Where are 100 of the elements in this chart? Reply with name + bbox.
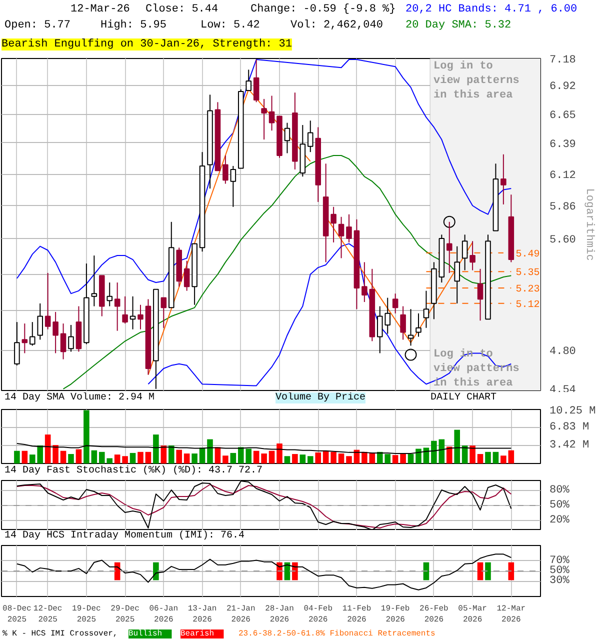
candlestick	[130, 296, 136, 330]
y-tick-label: 6.12	[550, 170, 576, 182]
x-tick-label: 29-Dec 2025	[110, 604, 140, 624]
text: Open: 5.77	[4, 20, 71, 32]
bar	[60, 450, 66, 464]
text: Bullish	[128, 630, 162, 638]
candlestick	[284, 122, 290, 154]
bar	[338, 453, 344, 464]
candlestick	[60, 323, 66, 360]
series-label: 5.35	[516, 268, 540, 280]
text: 20,2 HC Bands: 4.71 , 6.00	[406, 4, 578, 16]
candlestick	[500, 154, 506, 205]
bar	[284, 456, 290, 464]
series-label: 5.12	[516, 300, 540, 311]
bar	[307, 456, 314, 464]
line-series	[16, 554, 512, 590]
y-tick-label: 7.18	[550, 54, 576, 66]
candlestick	[22, 323, 28, 354]
bar	[446, 446, 452, 464]
y-tick-label: 4.80	[550, 346, 576, 358]
candlestick	[462, 234, 468, 271]
line-series	[16, 442, 512, 454]
bar	[322, 450, 329, 464]
y-tick-label: 6.39	[550, 138, 576, 151]
bar	[431, 440, 437, 464]
y-tick-label: 5.86	[550, 202, 576, 214]
text: Vol: 2,462,040	[290, 20, 383, 32]
bar	[346, 456, 352, 464]
bar	[253, 450, 260, 464]
candlestick	[477, 268, 484, 322]
bar	[508, 450, 514, 464]
bar	[160, 446, 167, 464]
bar	[315, 452, 321, 464]
series-label: 5.49	[516, 249, 540, 260]
candlestick	[253, 59, 260, 103]
bar	[292, 454, 298, 464]
y-tick-label: 10.25 M	[550, 406, 596, 418]
candlestick	[346, 214, 352, 243]
candlestick	[184, 260, 190, 292]
y-tick-label: 30%	[550, 575, 570, 588]
x-tick-label: 05-Mar 2026	[458, 604, 488, 624]
bar	[168, 446, 174, 464]
text: Bearish	[180, 630, 214, 638]
text: 23.6-38.2-50-61.8% Fibonacci Retracements	[238, 630, 436, 638]
bar	[470, 446, 476, 464]
bar	[400, 454, 406, 464]
x-tick-label: 28-Jan 2026	[265, 604, 294, 624]
text: High: 5.95	[100, 20, 167, 32]
bar	[84, 410, 90, 464]
bar	[477, 454, 484, 464]
y-tick-label: 5.60	[550, 234, 576, 247]
bar	[130, 452, 136, 464]
x-tick-label: 12-Dec 2025	[33, 604, 62, 624]
candlestick	[470, 240, 476, 271]
candlestick	[330, 206, 336, 243]
candlestick	[246, 69, 252, 91]
bar	[22, 450, 28, 464]
candlestick	[423, 290, 430, 328]
bar	[68, 454, 74, 464]
candlestick	[68, 324, 74, 352]
bar	[44, 434, 51, 464]
chart-title: 14 Day HCS Intraday Momentum (IMI): 76.4	[4, 530, 245, 542]
bar	[462, 446, 468, 464]
annotation: Log in to view patterns in this area	[434, 60, 520, 102]
y-axis-title: Logarithmic	[582, 188, 595, 261]
bar	[199, 448, 206, 464]
candlestick	[261, 98, 267, 140]
x-tick-label: 06-Jan 2026	[149, 604, 178, 624]
bar	[276, 443, 282, 464]
candlestick	[408, 308, 414, 346]
x-tick-label: 26-Feb 2026	[420, 604, 449, 624]
candlestick	[114, 282, 120, 332]
bar	[184, 453, 190, 464]
text: Low: 5.42	[200, 20, 260, 32]
bar	[300, 454, 306, 464]
candlestick	[446, 221, 452, 274]
candlestick	[230, 165, 236, 208]
chart-title: 14 Day SMA Volume: 2.94 M	[4, 392, 155, 404]
candlestick	[160, 297, 167, 328]
candlestick	[338, 216, 344, 259]
candlestick	[91, 255, 98, 307]
text: DAILY CHART	[430, 392, 497, 404]
candlestick	[37, 302, 44, 340]
bar	[408, 454, 414, 464]
y-tick-label: 6.92	[550, 81, 576, 94]
text: % K - HCS IMI Crossover,	[2, 630, 118, 638]
candlestick	[362, 262, 368, 303]
bar	[207, 439, 213, 464]
bar	[91, 450, 98, 464]
candlestick	[52, 311, 58, 354]
x-tick-label: 12-Mar 2026	[496, 604, 526, 624]
y-tick-label: 3.42 M	[550, 439, 590, 452]
bar	[392, 455, 398, 464]
candlestick	[29, 322, 36, 346]
candlestick	[138, 304, 144, 330]
x-tick-label: 11-Feb 2026	[342, 604, 372, 624]
text: 12-Mar-26	[70, 4, 130, 16]
bar	[153, 434, 159, 464]
candlestick	[268, 95, 275, 132]
text: 20 Day SMA: 5.32	[406, 20, 512, 32]
